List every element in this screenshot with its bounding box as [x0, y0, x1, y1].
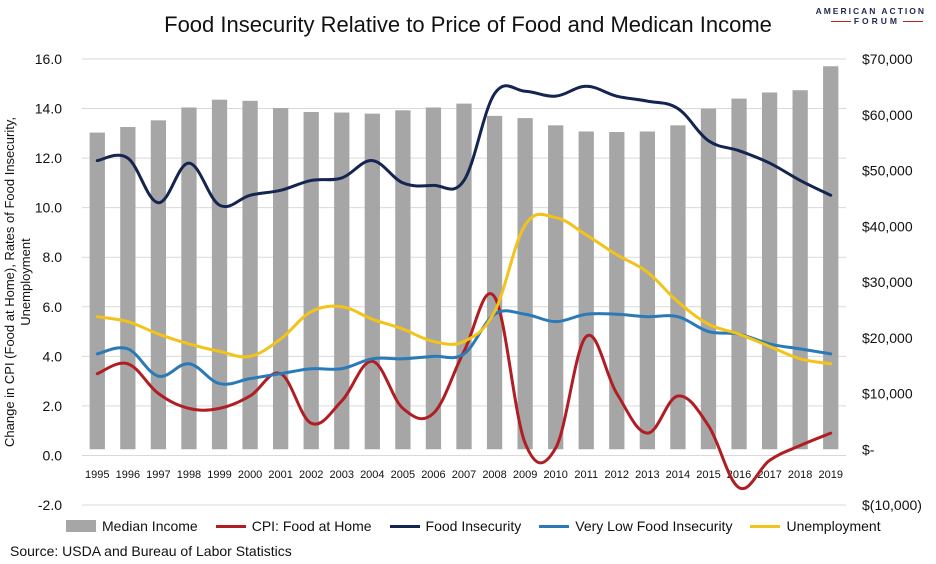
bar-median-income: [120, 127, 136, 450]
x-tick-label: 2011: [574, 469, 598, 481]
bar-median-income: [395, 110, 411, 450]
y-left-tick-label: 6.0: [43, 299, 63, 315]
legend-label: Food Insecurity: [425, 518, 522, 534]
bar-median-income: [792, 90, 808, 450]
y-left-axis-label: Change in CPI (Food at Home), Rates of F…: [2, 117, 33, 447]
legend-item-median-income: Median Income: [66, 518, 198, 534]
y-left-tick-label: 10.0: [35, 200, 62, 216]
line-unemployment: [95, 212, 833, 366]
source-note: Source: USDA and Bureau of Labor Statist…: [10, 543, 292, 559]
legend-item-cpi-food-at-home: CPI: Food at Home: [215, 518, 372, 534]
brand-bar-left: [830, 21, 851, 23]
legend-label: Median Income: [102, 518, 198, 534]
brand-line2: FORUM: [853, 16, 900, 26]
bar-median-income: [242, 100, 258, 450]
bar-median-income: [639, 131, 655, 450]
x-tick-label: 2012: [605, 469, 629, 481]
x-tick-label: 1999: [207, 469, 231, 481]
x-tick-label: 2013: [635, 469, 659, 481]
brand-logo: AMERICAN ACTION FORUM: [816, 6, 926, 26]
y-left-tick-label: 16.0: [35, 51, 62, 67]
y-right-tick-label: $50,000: [862, 163, 913, 179]
x-tick-label: 2018: [788, 469, 812, 481]
y-left-tick-label: 4.0: [43, 348, 63, 364]
bar-median-income: [425, 107, 442, 450]
x-tick-label: 1996: [116, 469, 140, 481]
y-right-tick-label: $60,000: [862, 107, 913, 123]
y-left-tick-label: 0.0: [43, 447, 63, 463]
y-left-tick-label: 2.0: [43, 398, 63, 414]
y-left-axis-label-line2: Unemployment: [18, 238, 33, 326]
legend-item-food-insecurity: Food Insecurity: [389, 518, 522, 534]
bar-median-income: [700, 108, 717, 450]
x-tick-label: 2001: [268, 469, 292, 481]
x-tick-label: 1995: [85, 469, 109, 481]
bar-median-income: [181, 107, 197, 450]
brand-bar-right: [903, 21, 923, 23]
chart-title: Food Insecurity Relative to Price of Foo…: [164, 12, 772, 37]
y-left-axis-label-line1: Change in CPI (Food at Home), Rates of F…: [2, 117, 17, 447]
legend-item-unemployment: Unemployment: [750, 518, 881, 534]
x-tick-label: 2010: [543, 469, 567, 481]
x-tick-label: 2003: [330, 469, 354, 481]
x-tick-label: 2017: [757, 469, 781, 481]
bar-median-income: [578, 131, 594, 450]
x-tick-label: 2000: [238, 469, 262, 481]
bar-median-income: [273, 108, 289, 450]
legend-swatch: [389, 524, 420, 528]
legend-swatch: [215, 524, 246, 528]
x-tick-label: 2019: [818, 469, 842, 481]
line-food-insecurity: [95, 84, 833, 209]
brand-line1: AMERICAN ACTION: [815, 6, 926, 16]
y-right-tick-label: $70,000: [862, 51, 913, 67]
bar-median-income: [823, 66, 839, 450]
y-right-tick-label: $(10,000): [862, 497, 922, 513]
bar-median-income: [303, 111, 319, 450]
x-tick-label: 2014: [666, 469, 690, 481]
x-tick-label: 2008: [482, 469, 506, 481]
bar-median-income: [670, 125, 686, 450]
bar-median-income: [150, 120, 167, 450]
legend-label: CPI: Food at Home: [251, 518, 372, 534]
y-right-tick-label: $20,000: [862, 330, 913, 346]
legend-swatch: [750, 524, 781, 528]
bar-median-income: [486, 115, 503, 450]
y-left-tick-label: 12.0: [35, 150, 62, 166]
x-tick-label: 2006: [421, 469, 445, 481]
bar-median-income: [761, 92, 778, 450]
x-tick-label: 2007: [452, 469, 476, 481]
y-left-tick-label: 14.0: [35, 101, 62, 117]
line-very-low-food-insecurity: [95, 309, 833, 386]
bar-median-income: [89, 132, 105, 450]
legend: Median Income CPI: Food at Home Food Insec…: [66, 518, 899, 534]
x-tick-label: 2002: [299, 469, 323, 481]
line-cpi-food-at-home: [95, 292, 833, 491]
x-tick-label: 1998: [177, 469, 201, 481]
legend-label: Very Low Food Insecurity: [575, 518, 733, 534]
bar-median-income: [456, 103, 472, 450]
bar-median-income: [609, 132, 625, 450]
x-tick-label: 1997: [146, 469, 170, 481]
y-left-tick-label: -2.0: [38, 497, 62, 513]
x-tick-label: 2009: [513, 469, 537, 481]
bar-median-income: [211, 99, 228, 450]
bar-median-income: [334, 112, 350, 450]
y-right-tick-label: $10,000: [862, 386, 913, 402]
legend-label: Unemployment: [786, 518, 881, 534]
bar-median-income: [731, 98, 747, 450]
x-tick-label: 2005: [391, 469, 415, 481]
legend-swatch: [539, 524, 570, 528]
legend-swatch: [66, 520, 96, 532]
y-left-tick-label: 8.0: [43, 249, 63, 265]
x-tick-label: 2015: [696, 469, 720, 481]
y-right-tick-label: $40,000: [862, 218, 913, 234]
legend-item-very-low-food-insecurity: Very Low Food Insecurity: [539, 518, 732, 534]
y-right-tick-label: $30,000: [862, 274, 913, 290]
bar-median-income: [364, 113, 380, 450]
bar-median-income: [548, 125, 564, 450]
x-tick-label: 2004: [360, 469, 384, 481]
bar-median-income: [517, 118, 533, 450]
y-right-tick-label: $-: [862, 441, 875, 457]
